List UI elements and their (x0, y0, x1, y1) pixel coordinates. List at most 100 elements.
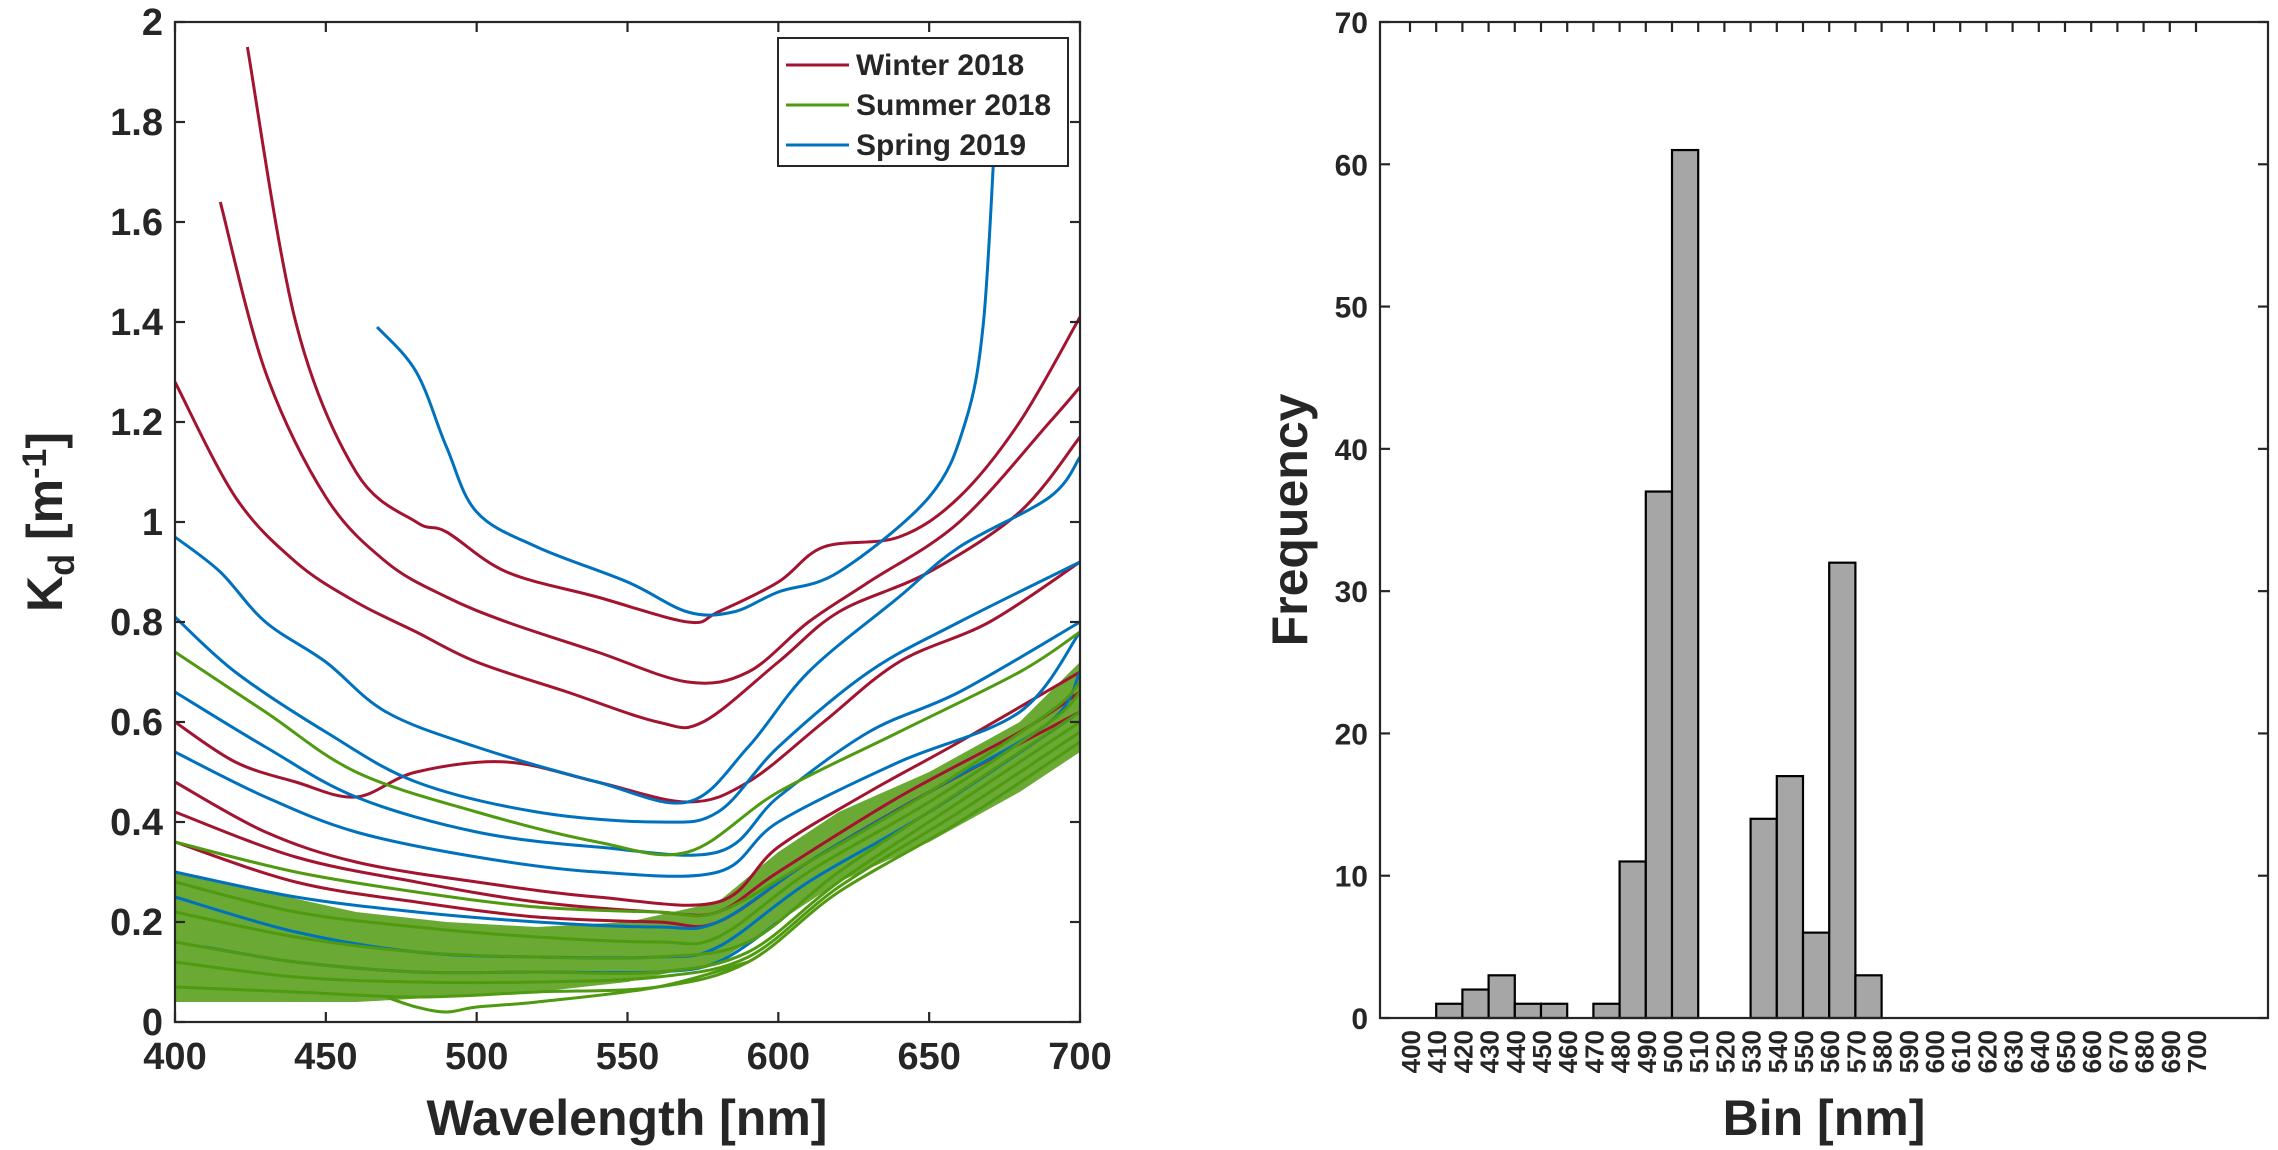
left-xtick-label: 550 (596, 1036, 659, 1078)
right-plot-area (1380, 22, 2268, 1018)
y-label-main: K (17, 576, 73, 612)
left-ytick-label: 0.8 (110, 602, 163, 644)
curve-summer-2018-15 (174, 630, 1081, 857)
right-xtick-label: 660 (2077, 1030, 2107, 1073)
bar-500 (1670, 148, 1700, 1020)
right-xtick-label: 520 (1710, 1030, 1740, 1073)
bar-450 (1539, 1002, 1569, 1020)
bar-560 (1828, 561, 1857, 1020)
bar-440 (1513, 1002, 1543, 1020)
right-axis-ticks: 4004104204304404504604704804905005105205… (1335, 7, 2268, 1073)
right-ytick-label: 60 (1335, 149, 1368, 182)
kd-line-chart: 400 450 500 550 600 650 700 0 0.2 0.4 0.6 0.8 1 1.2 1.… (16, 2, 1112, 1146)
bar-570 (1854, 974, 1883, 1020)
right-xtick-label: 450 (1527, 1030, 1557, 1073)
curve-winter-2018-4 (174, 670, 1081, 907)
curve-spring-2019-9 (173, 560, 1081, 824)
right-xtick-label: 490 (1632, 1030, 1662, 1073)
bar-550 (1801, 931, 1831, 1020)
bar-420 (1461, 988, 1490, 1020)
summer-band-group (175, 662, 1080, 1002)
right-xtick-label: 600 (1920, 1030, 1950, 1073)
legend: Winter 2018 Summer 2018 Spring 2019 (777, 37, 1069, 167)
right-xtick-label: 460 (1553, 1030, 1583, 1073)
curve-summer-2018-19 (174, 720, 1081, 975)
curve-summer-2018-16 (174, 680, 1082, 918)
right-xtick-label: 550 (1789, 1030, 1819, 1073)
right-xtick-label: 570 (1841, 1030, 1871, 1073)
left-plot-area (175, 22, 1080, 1022)
legend-label-summer-2018: Summer 2018 (856, 89, 1051, 122)
left-xtick-label: 600 (747, 1036, 810, 1078)
curve-spring-2019-8 (174, 456, 1082, 805)
curve-winter-2018-1 (218, 201, 1082, 685)
right-ytick-label: 20 (1335, 718, 1368, 751)
left-xtick-label: 700 (1048, 1036, 1111, 1078)
right-ytick-label: 50 (1335, 292, 1368, 325)
right-y-axis-label: Frequency (1262, 393, 1318, 646)
left-xtick-label: 500 (445, 1036, 508, 1078)
curve-spring-2019-11 (174, 631, 1082, 878)
left-x-axis-label: Wavelength [nm] (427, 1090, 828, 1146)
curve-summer-2018-22 (385, 960, 749, 1014)
histogram-chart: 4004104204304404504604704804905005105205… (1262, 7, 2270, 1146)
left-ytick-label: 1.2 (110, 402, 163, 444)
summer-2018-dense-band (175, 662, 1080, 1002)
right-xtick-label: 680 (2130, 1030, 2160, 1073)
curve-summer-2018-17 (174, 690, 1082, 946)
curve-summer-2018-18 (174, 710, 1081, 960)
right-xtick-label: 590 (1894, 1030, 1924, 1073)
right-ytick-label: 40 (1335, 434, 1368, 467)
left-ytick-label: 2 (142, 2, 163, 44)
right-xtick-label: 620 (1972, 1030, 2002, 1073)
left-axis-ticks: 400 450 500 550 600 650 700 0 0.2 0.4 0.6 0.8 1 1.2 1.… (110, 2, 1112, 1078)
left-xtick-label: 400 (143, 1036, 206, 1078)
curve-summer-2018-20 (174, 730, 1081, 985)
right-plot-frame (1378, 20, 2270, 1020)
left-ytick-label: 1.8 (110, 102, 163, 144)
left-ytick-label: 0.6 (110, 702, 163, 744)
curve-spring-2019-7 (375, 121, 997, 617)
right-ytick-label: 0 (1351, 1003, 1368, 1036)
right-xtick-label: 690 (2156, 1030, 2186, 1073)
left-ytick-label: 1.6 (110, 202, 163, 244)
left-ytick-label: 1 (142, 502, 163, 544)
legend-label-spring-2019: Spring 2019 (856, 129, 1026, 162)
left-plot-frame (173, 20, 1082, 1024)
bar-490 (1644, 490, 1674, 1020)
right-xtick-label: 530 (1737, 1030, 1767, 1073)
right-xtick-label: 630 (1999, 1030, 2029, 1073)
right-xtick-label: 400 (1396, 1030, 1426, 1073)
bar-530 (1749, 817, 1778, 1020)
right-xtick-label: 500 (1658, 1030, 1688, 1073)
left-y-axis-label: Kd [m-1] (16, 432, 82, 612)
right-xtick-label: 480 (1606, 1030, 1636, 1073)
right-xtick-label: 540 (1763, 1030, 1793, 1073)
y-label-sub: d (41, 554, 82, 576)
y-label-unit-close: ] (17, 432, 73, 449)
curve-winter-2018-0 (245, 46, 1082, 625)
right-xtick-label: 430 (1475, 1030, 1505, 1073)
right-x-axis-label: Bin [nm] (1723, 1090, 1926, 1146)
left-xtick-label: 450 (294, 1036, 357, 1078)
right-xtick-label: 650 (2051, 1030, 2081, 1073)
bar-480 (1618, 860, 1647, 1020)
bar-410 (1435, 1002, 1464, 1020)
right-xtick-label: 560 (1815, 1030, 1845, 1073)
legend-label-winter-2018: Winter 2018 (856, 49, 1024, 82)
bar-430 (1487, 974, 1516, 1020)
bar-540 (1775, 775, 1805, 1020)
curve-spring-2019-12 (174, 671, 1082, 931)
right-xtick-label: 610 (1946, 1030, 1976, 1073)
left-xtick-label: 650 (897, 1036, 960, 1078)
right-xtick-label: 510 (1684, 1030, 1714, 1073)
right-ytick-label: 30 (1335, 576, 1368, 609)
right-xtick-label: 580 (1868, 1030, 1898, 1073)
right-xtick-label: 670 (2103, 1030, 2133, 1073)
y-label-unit-open: [m (17, 479, 73, 554)
right-xtick-label: 440 (1501, 1030, 1531, 1073)
right-xtick-label: 420 (1448, 1030, 1478, 1073)
left-ytick-label: 0.4 (110, 802, 163, 844)
left-ytick-label: 0.2 (110, 902, 163, 944)
